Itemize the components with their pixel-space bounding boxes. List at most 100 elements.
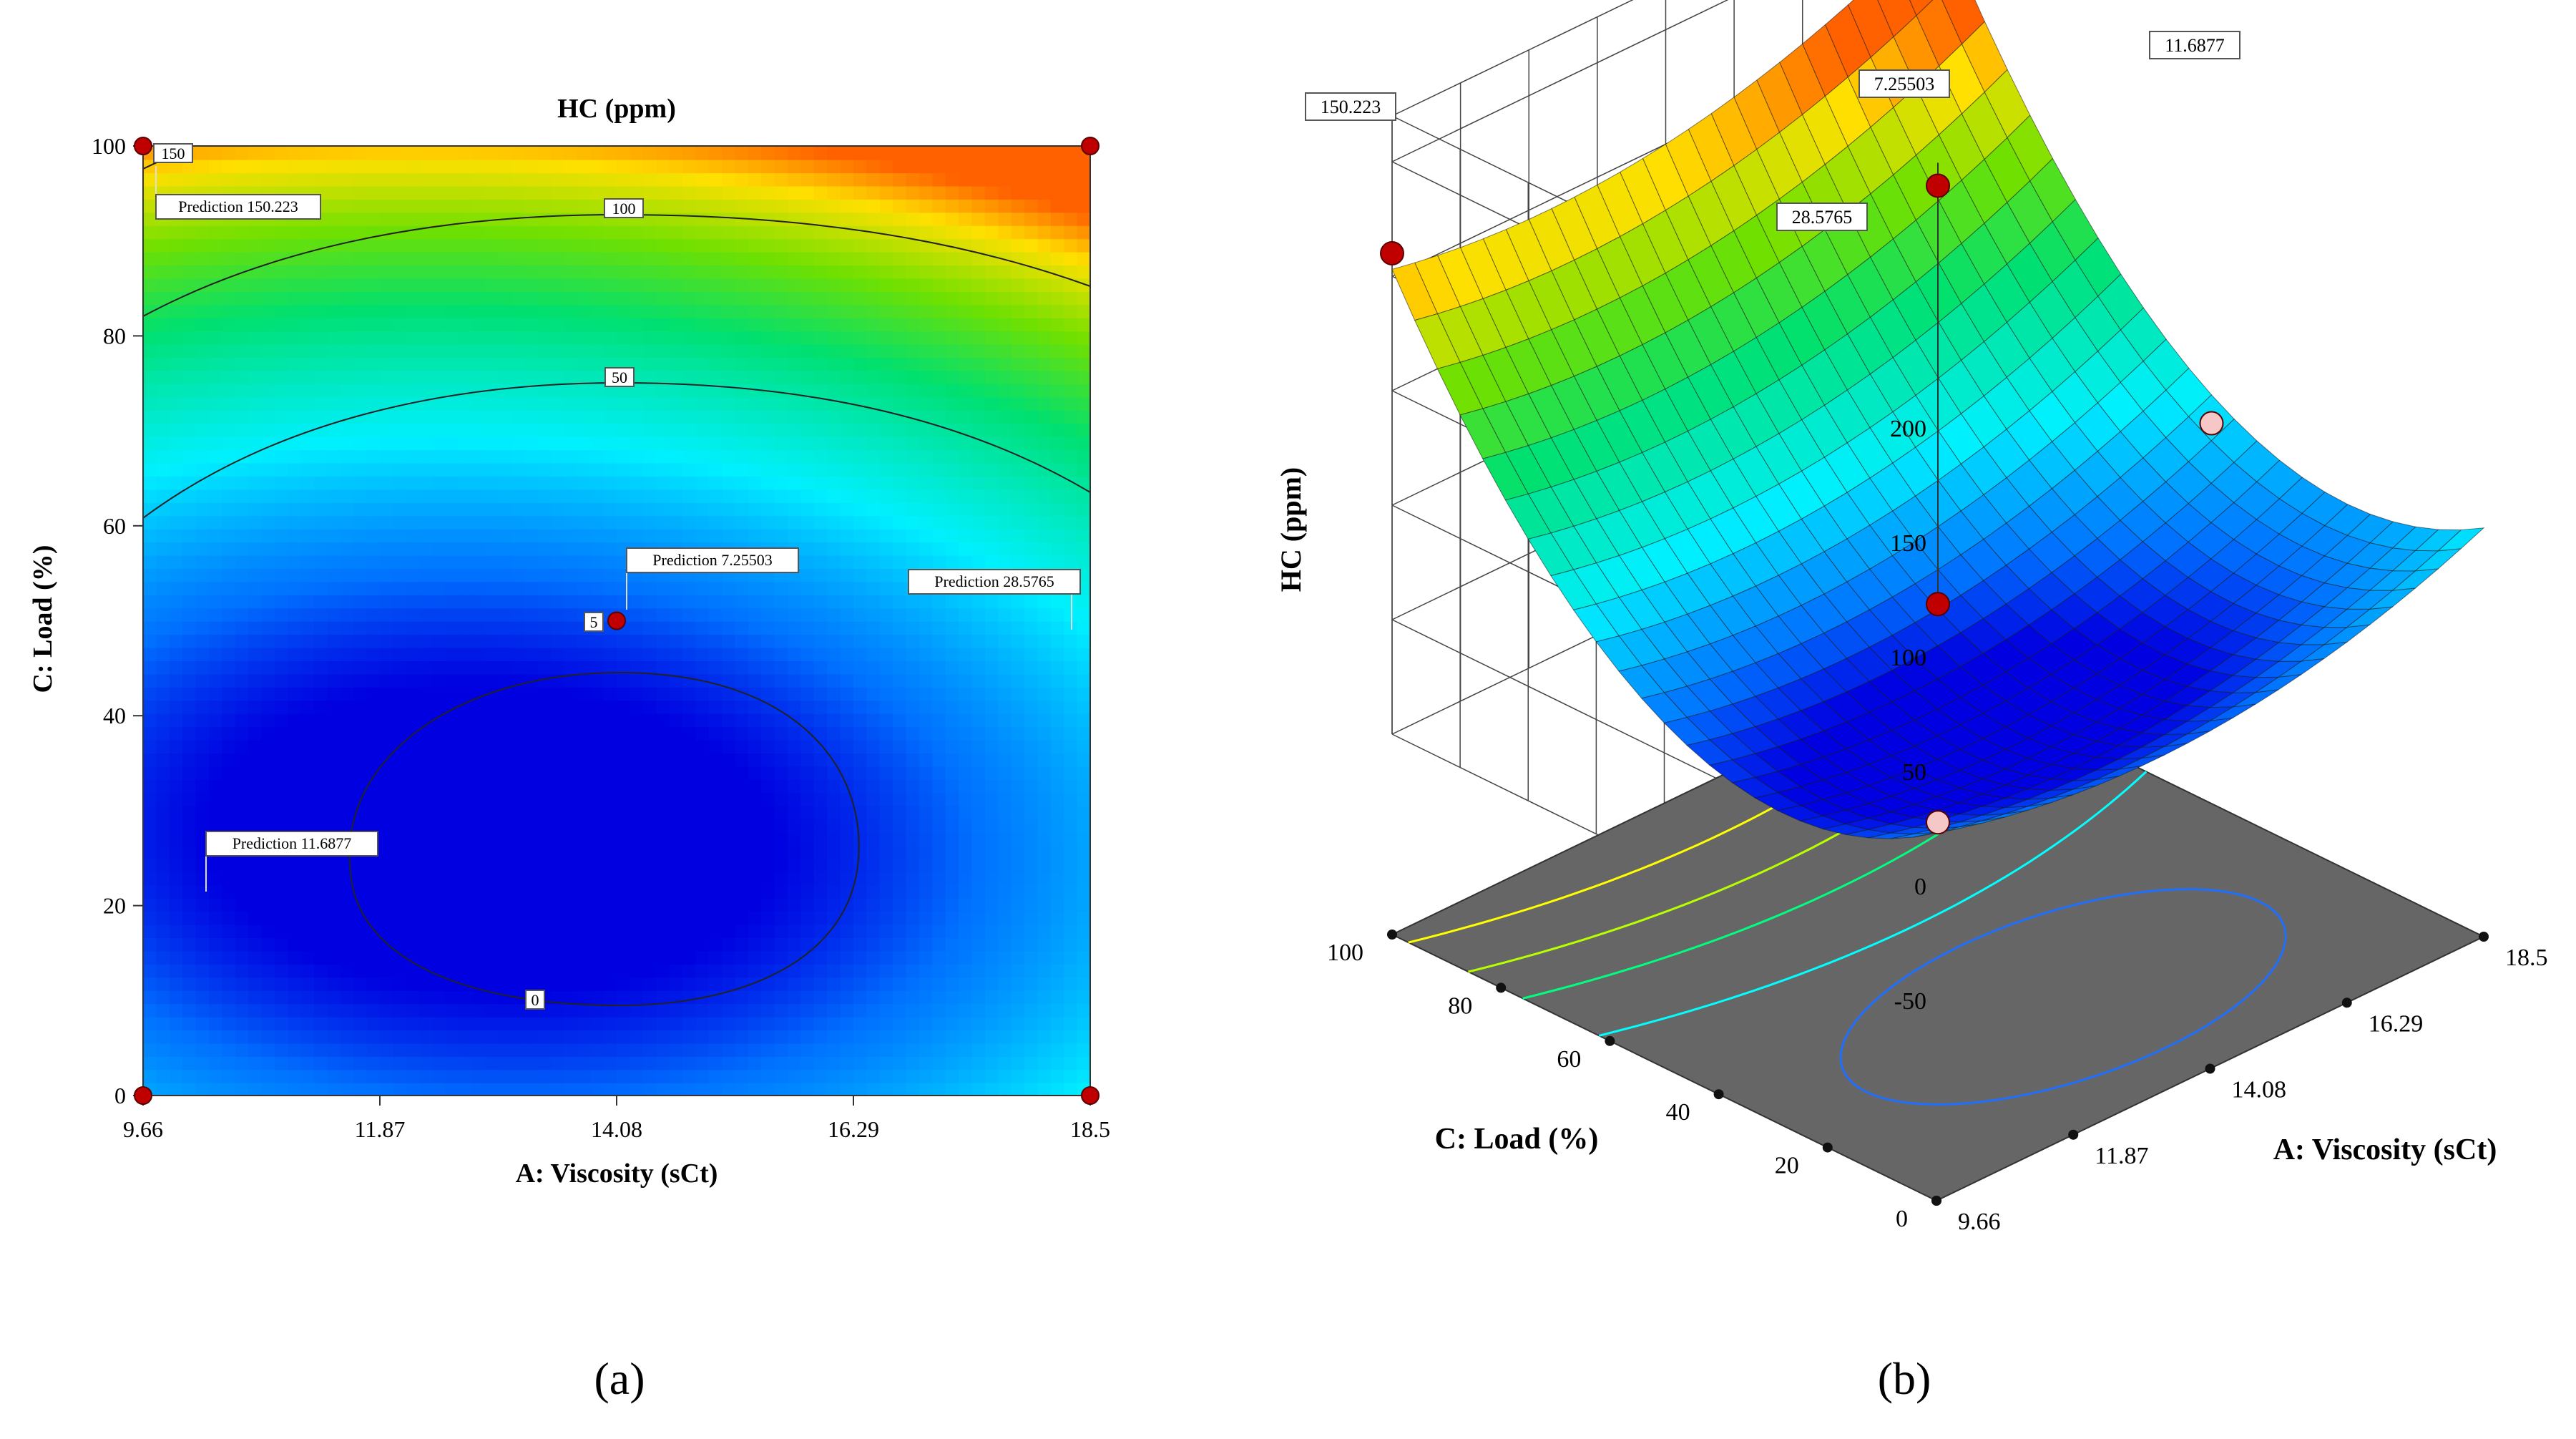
contour-cell (971, 1016, 986, 1031)
contour-cell (642, 185, 657, 200)
contour-cell (840, 977, 855, 991)
contour-cell (261, 146, 276, 160)
contour-cell (708, 436, 723, 451)
contour-cell (682, 858, 697, 872)
contour-cell (222, 937, 236, 952)
contour-cell (551, 185, 565, 200)
contour-cell (248, 963, 263, 978)
contour-cell (222, 779, 236, 794)
contour-cell (748, 185, 763, 200)
contour-cell (1011, 172, 1026, 187)
contour-cell (656, 977, 670, 991)
contour-cell (274, 633, 289, 648)
contour-cell (300, 779, 315, 794)
contour-cell (893, 792, 907, 806)
contour-cell (1024, 172, 1039, 187)
contour-cell (827, 475, 841, 490)
contour-cell (261, 436, 276, 451)
contour-cell (735, 331, 750, 345)
contour-cell (169, 225, 184, 240)
contour-cell (879, 977, 894, 991)
contour-cell (682, 172, 697, 187)
contour-cell (274, 1043, 289, 1057)
contour-cell (195, 871, 210, 886)
contour-cell (182, 1082, 197, 1096)
contour-cell (380, 436, 394, 451)
contour-cell (827, 977, 841, 991)
contour-cell (564, 660, 579, 675)
contour-cell (1037, 502, 1052, 517)
contour-cell (261, 871, 276, 886)
contour-cell (288, 462, 302, 477)
contour-cell (300, 396, 315, 411)
contour-cell (603, 871, 618, 886)
contour-cell (840, 264, 855, 279)
contour-cell (498, 858, 513, 872)
contour-cell (932, 159, 946, 174)
contour-cell (630, 304, 644, 318)
contour-cell (169, 937, 184, 952)
contour-cell (380, 212, 394, 226)
contour-cell (353, 700, 368, 714)
contour-cell (708, 1043, 723, 1057)
contour-cell (393, 752, 407, 767)
contour-cell (169, 1082, 184, 1096)
contour-cell (840, 212, 855, 226)
contour-cell (617, 937, 631, 952)
contour-cell (813, 238, 828, 253)
contour-cell (1024, 555, 1039, 569)
contour-cell (551, 871, 565, 886)
contour-cell (300, 977, 315, 991)
contour-cell (984, 818, 999, 833)
contour-cell (617, 264, 631, 279)
contour-cell (380, 383, 394, 398)
contour-cell (366, 567, 381, 582)
contour-cell (288, 343, 302, 358)
contour-cell (300, 1055, 315, 1070)
contour-cell (682, 238, 697, 253)
contour-cell (682, 884, 697, 899)
contour-cell (524, 924, 539, 939)
contour-cell (630, 766, 644, 780)
contour-cell (642, 673, 657, 688)
contour-cell (656, 884, 670, 899)
contour-cell (235, 1069, 250, 1083)
contour-cell (840, 752, 855, 767)
contour-cell (261, 686, 276, 701)
contour-cell (879, 1016, 894, 1031)
contour-cell (485, 647, 499, 661)
contour-cell (800, 409, 816, 424)
contour-cell (682, 660, 697, 675)
contour-cell (998, 660, 1012, 675)
contour-cell (800, 779, 816, 794)
contour-cell (366, 146, 381, 160)
contour-cell (682, 331, 697, 345)
contour-cell (774, 844, 789, 859)
contour-cell (840, 225, 855, 240)
contour-cell (813, 555, 828, 569)
contour-cell (642, 396, 657, 411)
contour-cell (971, 713, 986, 728)
contour-cell (682, 726, 697, 741)
contour-cell (932, 317, 946, 332)
contour-cell (695, 409, 710, 424)
contour-cell (945, 1055, 960, 1070)
contour-cell (498, 449, 513, 464)
contour-cell (261, 963, 276, 978)
contour-cell (959, 436, 973, 451)
contour-cell (156, 264, 170, 279)
contour-cell (603, 146, 618, 160)
contour-cell (603, 449, 618, 464)
contour-cell (866, 1082, 881, 1096)
contour-cell (984, 423, 999, 437)
contour-cell (1011, 225, 1026, 240)
contour-cell (708, 713, 723, 728)
contour-cell (261, 396, 276, 411)
contour-cell (971, 541, 986, 556)
contour-cell (551, 343, 565, 358)
contour-cell (971, 897, 986, 912)
contour-cell (959, 950, 973, 965)
contour-cell (893, 1003, 907, 1018)
contour-cell (603, 831, 618, 847)
contour-cell (919, 620, 934, 635)
